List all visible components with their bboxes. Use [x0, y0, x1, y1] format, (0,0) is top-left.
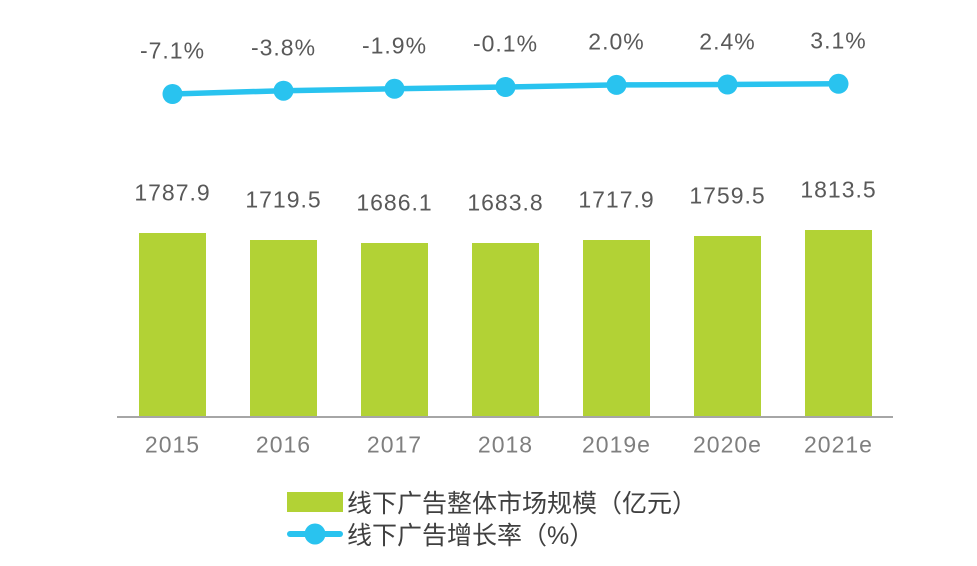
line-point — [717, 74, 738, 95]
x-tick-label: 2015 — [144, 431, 201, 458]
x-tick-label: 2020e — [693, 431, 762, 458]
line-point-label: -3.8% — [250, 34, 317, 61]
bar — [694, 235, 761, 417]
legend-item-market-size: 线下广告整体市场规模（亿元） — [287, 486, 698, 518]
line-swatch-icon — [287, 523, 343, 545]
line-point-label: 2.4% — [699, 28, 756, 54]
line-point-label: 2.0% — [588, 28, 645, 55]
x-tick-label: 2018 — [477, 431, 534, 458]
bar-value-label: 1717.9 — [578, 186, 655, 213]
bar — [472, 243, 539, 417]
legend-label-market-size: 线下广告整体市场规模（亿元） — [347, 489, 698, 518]
line-point — [162, 84, 183, 104]
line-point-label: -7.1% — [139, 37, 206, 64]
x-tick-label: 2021e — [804, 431, 873, 458]
bar — [361, 243, 428, 417]
x-axis-line — [117, 416, 893, 418]
bar — [805, 230, 872, 417]
bar — [139, 232, 206, 417]
bar-value-label: 1813.5 — [800, 176, 877, 203]
line-swatch-dot — [304, 523, 326, 544]
bar-value-label: 1683.8 — [467, 189, 544, 216]
line-point — [273, 80, 294, 101]
line-point — [384, 78, 405, 99]
x-tick-label: 2019e — [582, 431, 651, 458]
bar-value-label: 1686.1 — [356, 189, 433, 216]
line-point — [495, 77, 516, 97]
x-tick-label: 2016 — [255, 431, 312, 458]
line-point-label: -1.9% — [361, 32, 428, 59]
bar-value-label: 1719.5 — [245, 186, 322, 213]
line-point-label: 3.1% — [810, 27, 867, 54]
line-point-label: -0.1% — [472, 30, 539, 57]
line-point — [828, 73, 849, 94]
legend: 线下广告整体市场规模（亿元） 线下广告增长率（%） — [287, 486, 698, 550]
x-tick-label: 2017 — [366, 431, 423, 458]
legend-item-growth-rate: 线下广告增长率（%） — [287, 518, 697, 550]
bar-swatch-icon — [287, 491, 343, 512]
bar-value-label: 1787.9 — [134, 179, 211, 206]
bar — [583, 239, 650, 417]
legend-label-growth-rate: 线下广告增长率（%） — [347, 521, 595, 550]
line-point — [606, 74, 627, 95]
bar-value-label: 1759.5 — [689, 182, 766, 209]
bar — [250, 239, 317, 417]
